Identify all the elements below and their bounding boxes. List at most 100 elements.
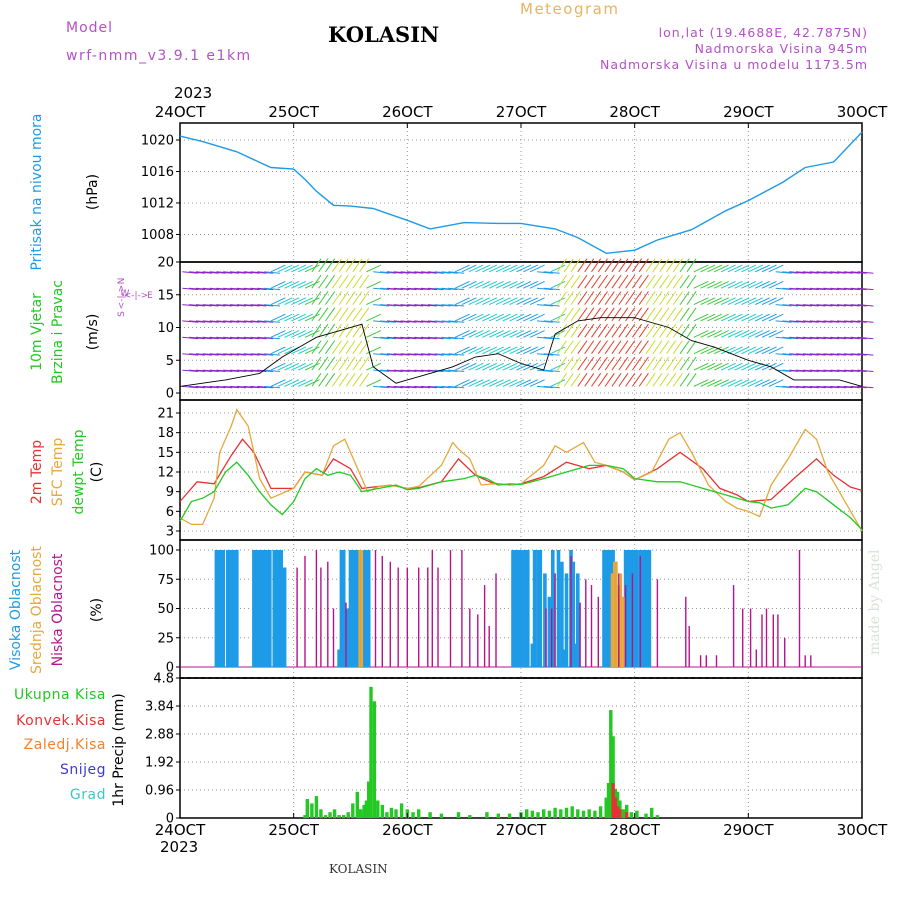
high-cloud-bar — [560, 561, 564, 667]
wind-barb — [502, 362, 518, 371]
high-cloud-bar — [362, 550, 366, 667]
wind-barb — [420, 287, 437, 291]
wind-barb — [331, 274, 342, 289]
mid-cloud-bar — [610, 573, 614, 667]
wind-barb — [556, 258, 568, 273]
wind-barb — [427, 320, 444, 323]
wind-barb — [338, 258, 349, 273]
wind-barb — [338, 340, 349, 354]
wind-barb — [270, 379, 286, 387]
wind-barb — [782, 320, 799, 323]
wind-barb — [536, 336, 553, 340]
wind-barb — [843, 385, 860, 389]
pressure-panel: 1008 1012 1016 1020 — [141, 122, 863, 263]
wind-barb — [761, 297, 777, 306]
low-cloud-bar — [389, 561, 391, 667]
total-precip-bar — [655, 815, 660, 818]
wind-barb — [475, 297, 491, 306]
wind-barb — [223, 353, 240, 356]
wind-barb — [796, 353, 813, 356]
high-cloud-bar — [632, 550, 637, 667]
high-cloud-bar — [536, 550, 540, 667]
wind-barb — [550, 362, 566, 371]
wind-barb — [209, 385, 226, 389]
wind-barb — [393, 353, 410, 356]
wind-barb — [373, 336, 390, 340]
lonlat-info: lon,lat (19.4688E, 42.7875N) — [658, 25, 868, 40]
wind-barb — [352, 356, 363, 371]
total-precip-bar — [542, 809, 546, 819]
wind-barb — [597, 291, 608, 305]
wind-barb — [686, 340, 697, 354]
low-cloud-bar — [449, 550, 452, 667]
wind-barb — [679, 258, 690, 273]
total-precip-bar — [305, 799, 309, 818]
wind-barb — [720, 280, 736, 289]
wind-barb — [625, 373, 636, 387]
wind-barb — [666, 356, 677, 371]
total-precip-bar — [399, 803, 404, 818]
wind-barb — [291, 313, 307, 322]
wind-barb — [284, 362, 300, 371]
wind-barb — [318, 274, 329, 289]
wind-barb — [631, 258, 643, 273]
low-cloud-bar — [755, 649, 757, 667]
total-precip-bar — [618, 800, 622, 818]
wind-barb — [857, 320, 874, 323]
wind-barb — [448, 320, 465, 323]
high-cloud-bar — [518, 550, 522, 667]
low-cloud-bar — [742, 608, 744, 667]
wind-barb — [570, 258, 581, 273]
wind-barb — [488, 264, 504, 273]
wind-barb — [338, 373, 349, 387]
wind-barb — [488, 346, 504, 355]
wind-barb — [652, 274, 663, 289]
wind-barb — [257, 353, 274, 356]
wind-barb — [284, 264, 300, 273]
low-cloud-bar — [315, 550, 318, 667]
wind-barb — [454, 330, 470, 338]
wind-barb — [830, 287, 847, 291]
wind-barb — [748, 264, 764, 273]
low-cloud-bar — [427, 567, 429, 667]
wind-barb — [509, 313, 525, 322]
high-cloud-bar — [254, 550, 258, 667]
wind-barb — [448, 336, 465, 340]
wind-barb — [618, 340, 629, 354]
wind-barb — [700, 297, 716, 306]
wind-barb — [264, 304, 281, 307]
wind-barb — [577, 340, 588, 354]
high-cloud-bar — [228, 550, 232, 667]
wind-barb — [236, 336, 253, 340]
total-precip-bar — [615, 791, 620, 819]
high-cloud-bar — [635, 550, 639, 667]
total-precip-bar — [559, 809, 563, 819]
wind-barb — [189, 271, 206, 274]
y-tick-label: 3.84 — [145, 700, 174, 715]
wind-barb — [454, 313, 470, 322]
wind-barb — [816, 385, 833, 389]
wind-barb — [734, 379, 750, 387]
wind-barb — [318, 340, 329, 354]
wind-barb — [366, 280, 382, 289]
total-precip-bar — [621, 809, 625, 819]
high-cloud-bar — [265, 550, 270, 667]
wind-barb — [782, 304, 799, 307]
wind-barb — [482, 330, 498, 338]
wind-barb — [748, 362, 764, 371]
x-tick-label-top: 30OCT — [837, 103, 888, 121]
wind-barb — [713, 297, 729, 306]
wind-barb — [836, 287, 853, 291]
wind-barb — [311, 307, 322, 322]
wind-barb — [189, 369, 206, 372]
wind-barb — [679, 340, 690, 354]
wind-barb — [604, 340, 615, 354]
wind-barb — [482, 313, 498, 322]
wind-barb — [373, 320, 390, 323]
wind-barb — [625, 307, 636, 322]
wind-barb — [250, 304, 267, 307]
wind-barb — [638, 258, 649, 273]
total-precip-bar — [598, 806, 603, 818]
wind-barb — [468, 280, 484, 289]
wind-barb — [652, 323, 663, 338]
